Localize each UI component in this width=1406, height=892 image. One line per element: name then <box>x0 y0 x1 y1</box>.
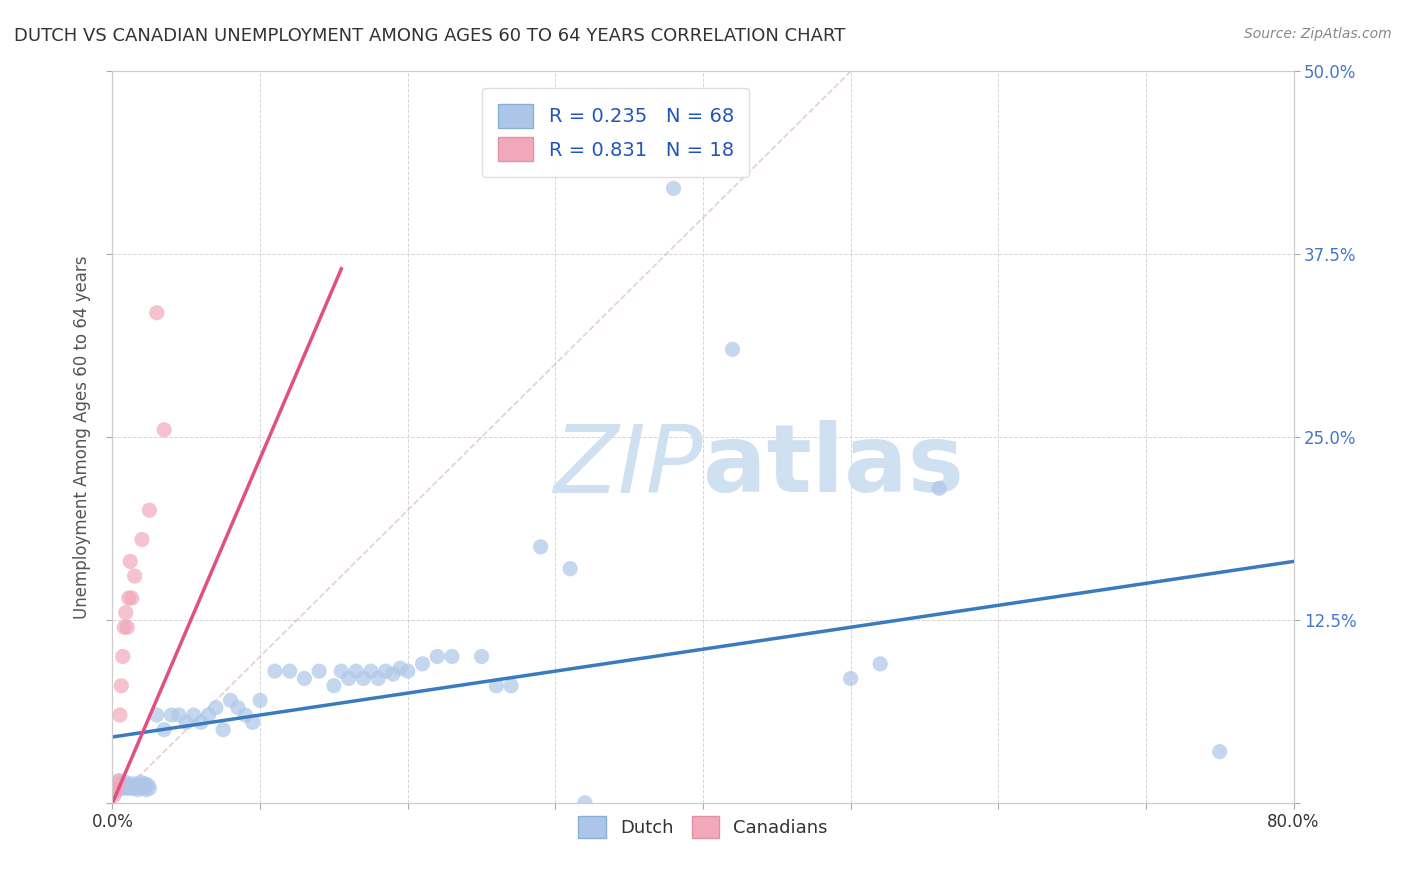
Text: atlas: atlas <box>703 420 965 512</box>
Point <box>114 775 136 789</box>
Point <box>121 591 143 605</box>
Point <box>117 781 138 796</box>
Point <box>1208 745 1232 759</box>
Point <box>111 777 134 791</box>
Point <box>160 708 183 723</box>
Point <box>104 784 127 798</box>
Point <box>441 649 464 664</box>
Legend: Dutch, Canadians: Dutch, Canadians <box>571 808 835 845</box>
Point <box>108 708 131 723</box>
Point <box>167 708 190 723</box>
Point <box>107 782 129 797</box>
Y-axis label: Unemployment Among Ages 60 to 64 years: Unemployment Among Ages 60 to 64 years <box>73 255 91 619</box>
Point <box>124 781 146 796</box>
Point <box>470 649 494 664</box>
Point <box>110 679 132 693</box>
Point <box>308 664 330 678</box>
Point <box>242 715 264 730</box>
Point <box>411 657 433 671</box>
Point <box>485 679 508 693</box>
Point <box>104 784 127 798</box>
Point <box>212 723 235 737</box>
Point <box>219 693 242 707</box>
Point <box>352 672 374 686</box>
Point <box>529 540 551 554</box>
Point <box>103 781 125 796</box>
Point <box>134 777 156 791</box>
Point <box>118 591 141 605</box>
Point <box>662 181 685 195</box>
Point <box>120 781 142 796</box>
Text: DUTCH VS CANADIAN UNEMPLOYMENT AMONG AGES 60 TO 64 YEARS CORRELATION CHART: DUTCH VS CANADIAN UNEMPLOYMENT AMONG AGE… <box>14 27 845 45</box>
Point <box>120 554 142 568</box>
Point <box>574 796 596 810</box>
Point <box>125 778 148 792</box>
Point <box>264 664 287 678</box>
Point <box>396 664 419 678</box>
Point <box>337 672 360 686</box>
Point <box>721 343 744 357</box>
Point <box>118 778 141 792</box>
Point <box>135 782 157 797</box>
Point <box>136 778 159 792</box>
Point <box>110 780 132 794</box>
Point <box>127 782 149 797</box>
Point <box>105 781 128 796</box>
Point <box>124 569 146 583</box>
Point <box>112 781 135 796</box>
Point <box>153 723 176 737</box>
Point <box>501 679 523 693</box>
Point <box>360 664 382 678</box>
Point <box>174 715 197 730</box>
Point <box>131 781 153 796</box>
Point <box>558 562 582 576</box>
Point <box>374 664 396 678</box>
Point <box>367 672 389 686</box>
Point <box>382 667 405 681</box>
Point <box>129 775 152 789</box>
Point <box>226 700 249 714</box>
Point <box>869 657 891 671</box>
Text: Source: ZipAtlas.com: Source: ZipAtlas.com <box>1244 27 1392 41</box>
Point <box>330 664 353 678</box>
Point <box>108 773 131 788</box>
Point <box>426 649 449 664</box>
Point <box>131 533 153 547</box>
Point <box>146 306 169 320</box>
Point <box>138 503 160 517</box>
Point <box>323 679 346 693</box>
Text: ZIP: ZIP <box>554 421 703 512</box>
Point <box>190 715 212 730</box>
Point <box>146 708 169 723</box>
Point <box>114 606 136 620</box>
Point <box>183 708 205 723</box>
Point <box>105 778 128 792</box>
Point <box>197 708 219 723</box>
Point <box>292 672 315 686</box>
Point <box>839 672 862 686</box>
Point <box>103 789 125 803</box>
Point <box>389 661 412 675</box>
Point <box>107 773 129 788</box>
Point <box>344 664 367 678</box>
Point <box>205 700 228 714</box>
Point <box>138 781 160 796</box>
Point <box>117 620 138 634</box>
Point <box>128 780 150 794</box>
Point <box>121 780 143 794</box>
Point <box>122 777 145 791</box>
Point <box>278 664 301 678</box>
Point <box>111 649 134 664</box>
Point <box>928 481 950 495</box>
Point <box>112 620 135 634</box>
Point <box>132 780 155 794</box>
Point <box>153 423 176 437</box>
Point <box>249 693 271 707</box>
Point <box>233 708 256 723</box>
